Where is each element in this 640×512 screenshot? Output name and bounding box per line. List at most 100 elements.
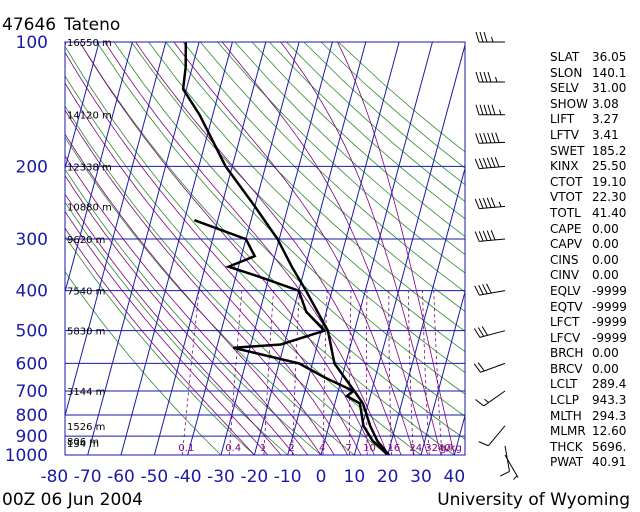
dry-adiabat-line <box>217 42 465 274</box>
index-name: TOTL <box>550 205 581 220</box>
temperature-tick-label: 20 <box>377 467 399 487</box>
index-row-cins: CINS 0.00 <box>548 253 638 269</box>
wind-barb <box>475 104 505 116</box>
wind-barb <box>475 31 505 43</box>
dewpoint-profile <box>193 219 390 455</box>
temperature-tick-label: -10 <box>274 467 302 487</box>
index-value: 943.3 <box>592 393 627 408</box>
index-name: SELV <box>550 81 579 96</box>
height-label: 806 m <box>67 437 99 448</box>
index-name: MLMR <box>550 424 586 439</box>
index-value: 0.00 <box>592 268 619 283</box>
dry-adiabats <box>65 42 465 455</box>
index-row-cape: CAPE 0.00 <box>548 222 638 238</box>
mixing-ratio-label: 4 <box>319 443 325 454</box>
isotherm-line <box>65 42 100 171</box>
index-row-cinv: CINV 0.00 <box>548 268 638 284</box>
index-row-swet: SWET 185.2 <box>548 144 638 160</box>
dry-adiabat-line <box>65 235 255 455</box>
index-row-brch: BRCH 0.00 <box>548 346 638 362</box>
isotherm-line <box>287 42 400 455</box>
index-value: 40.91 <box>592 455 627 470</box>
index-name: BRCV <box>550 361 583 376</box>
index-value: 185.2 <box>592 143 627 158</box>
index-value: 0.00 <box>592 237 619 252</box>
index-value: 41.40 <box>592 205 627 220</box>
temperature-tick-label: 30 <box>410 467 432 487</box>
mixing-ratio-label: 2 <box>288 443 294 454</box>
temperature-tick-label: -40 <box>174 467 202 487</box>
temperature-tick-label: -80 <box>40 467 68 487</box>
index-row-vtot: VTOT 22.30 <box>548 190 638 206</box>
index-row-eqtv: EQTV -9999 <box>548 300 638 316</box>
index-value: -9999 <box>592 283 627 298</box>
pressure-tick-label: 500 <box>16 322 48 342</box>
index-value: 31.00 <box>592 81 627 96</box>
dry-adiabat-line <box>65 45 455 455</box>
station-name: Tateno <box>63 15 120 35</box>
moist-adiabat-line <box>135 42 402 455</box>
index-value: 0.00 <box>592 361 619 376</box>
moist-adiabat-line <box>65 51 362 455</box>
mixing-ratio-label: 40 <box>438 443 451 454</box>
index-name: LCLP <box>550 393 579 408</box>
dry-adiabat-line <box>165 42 465 332</box>
dry-adiabat-line <box>251 42 465 237</box>
height-label: 7540 m <box>67 287 105 298</box>
temperature-tick-label: 0 <box>316 467 327 487</box>
temperature-tick-label: 40 <box>444 467 466 487</box>
index-value: 3.27 <box>592 112 619 127</box>
height-label: 10880 m <box>67 202 112 213</box>
index-value: 12.60 <box>592 424 627 439</box>
index-value: -9999 <box>592 330 627 345</box>
wind-barb <box>474 283 506 296</box>
dry-adiabat-line <box>79 42 465 440</box>
index-value: 22.30 <box>592 190 627 205</box>
isotherm-line <box>387 166 465 455</box>
height-label: 16550 m <box>67 38 112 49</box>
mixing-ratio-line <box>422 290 430 455</box>
temperature-tick-label: -20 <box>240 467 268 487</box>
index-name: CAPV <box>550 237 583 252</box>
moist-adiabat-line <box>65 133 322 455</box>
index-row-kinx: KINX 25.50 <box>548 159 638 175</box>
mixing-ratio-label: 10 <box>363 443 376 454</box>
wind-barb <box>478 425 506 447</box>
temperature-tick-label: -50 <box>140 467 168 487</box>
moist-adiabat-line <box>173 42 415 455</box>
pressure-tick-label: 1000 <box>5 446 48 466</box>
height-label: 1526 m <box>67 422 105 433</box>
temperature-profile <box>181 42 391 455</box>
mixing-ratio-label: 24 <box>409 443 422 454</box>
index-row-selv: SELV 31.00 <box>548 81 638 97</box>
wind-barbs <box>473 31 519 480</box>
moist-adiabat-line <box>337 42 455 455</box>
index-name: KINX <box>550 159 579 174</box>
index-row-thck: THCK 5696. <box>548 440 638 456</box>
index-row-lift: LIFT 3.27 <box>548 112 638 128</box>
index-value: 25.50 <box>592 159 627 174</box>
moist-adiabat-line <box>65 155 309 455</box>
index-name: CINV <box>550 268 580 283</box>
index-row-lftv: LFTV 3.41 <box>548 128 638 144</box>
moist-adiabat-line <box>221 42 429 455</box>
moist-adiabat-line <box>79 42 375 455</box>
temperature-tick-label: -60 <box>107 467 135 487</box>
index-name: BRCH <box>550 346 584 361</box>
isotherms <box>65 42 465 455</box>
isotherm-line <box>187 42 300 455</box>
dry-adiabat-line <box>96 42 465 417</box>
moist-adiabat-line <box>65 82 349 455</box>
index-value: 0.00 <box>592 252 619 267</box>
index-name: SLON <box>550 65 583 80</box>
mixing-ratio-label: 1 <box>260 443 266 454</box>
isotherm-line <box>65 42 167 418</box>
index-value: -9999 <box>592 299 627 314</box>
mixing-ratio-label: 0.1 <box>178 443 194 454</box>
isotherm-line <box>320 42 433 455</box>
index-name: LFTV <box>550 127 579 142</box>
moist-adiabat-line <box>65 227 255 455</box>
dry-adiabat-line <box>234 42 465 256</box>
